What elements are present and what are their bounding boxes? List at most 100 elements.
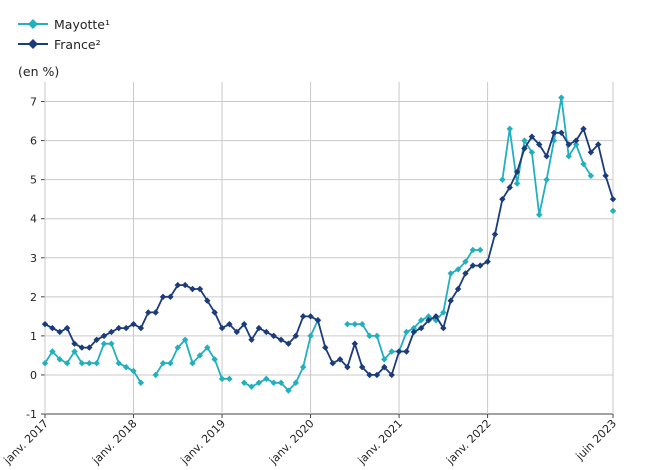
data-point [63,324,71,332]
data-point [196,285,204,293]
x-tick-label: janv. 2021 [355,417,406,468]
y-tick-label: 5 [30,174,37,187]
data-point [609,207,617,215]
data-point [86,344,93,351]
series-line [154,338,230,380]
data-point [558,129,565,136]
data-point [307,332,314,340]
data-point [403,328,410,336]
data-point [595,141,602,148]
data-point [115,360,122,367]
data-point [159,293,167,301]
data-point [550,129,558,136]
data-point [86,360,93,367]
legend-swatch-mayotte-icon [18,19,48,29]
data-point [491,231,499,238]
data-point [550,137,558,144]
data-point [307,313,314,320]
data-point [41,360,49,367]
data-point [543,176,550,183]
data-point [366,371,373,379]
data-point [536,141,543,148]
data-point [49,348,56,355]
data-point [440,324,447,332]
data-point [152,371,159,379]
data-point [587,149,595,156]
data-point [587,172,595,179]
data-point [292,332,300,340]
data-point [506,184,513,191]
data-point [122,363,130,371]
data-point [469,246,477,254]
data-point [521,145,528,152]
data-point [71,348,78,355]
series-1 [41,125,617,379]
data-point [484,258,491,265]
data-point [233,328,240,336]
data-point [351,320,359,328]
data-point [506,125,513,133]
data-point [329,360,336,367]
data-point [56,328,63,336]
legend-item-mayotte: Mayotte¹ [18,14,110,34]
y-tick-label: 1 [30,330,37,343]
data-point [226,375,233,383]
data-point [410,324,418,332]
series-line [347,249,481,361]
data-point [41,320,49,328]
data-point [277,379,285,386]
data-point [388,348,395,355]
data-point [580,160,587,168]
data-point [565,153,572,160]
data-point [204,344,211,351]
y-tick-label: -1 [26,408,37,421]
y-tick-label: 7 [30,96,37,109]
data-point [100,340,108,347]
x-tick-label: juin 2023 [573,417,619,463]
data-point [381,363,388,371]
data-point [609,195,617,203]
data-point [211,309,218,316]
x-tick-label: janv. 2020 [266,417,317,468]
data-point [299,313,307,320]
data-point [336,356,344,363]
data-point [469,262,477,269]
data-point [432,313,440,320]
data-point [513,180,521,187]
data-point [218,375,226,383]
y-axis-label: (en %) [18,64,60,79]
data-point [130,367,137,375]
data-point [218,324,226,332]
data-point [351,340,359,347]
data-point [358,320,366,328]
data-point [565,141,572,148]
data-point [255,324,263,332]
data-point [425,313,432,320]
x-tick-label: janv. 2019 [178,417,229,468]
data-point [454,266,462,273]
x-tick-label: janv. 2022 [443,417,494,468]
data-point [418,317,425,324]
data-point [528,149,536,156]
data-point [270,379,277,386]
data-point [425,317,432,324]
data-point [462,270,469,277]
data-point [462,258,469,265]
data-point [388,371,395,379]
data-point [130,320,137,328]
data-point [115,324,122,332]
data-point [499,176,506,183]
data-point [63,360,71,367]
x-tick-label: janv. 2017 [1,417,52,468]
data-point [248,336,255,343]
data-point [108,328,115,336]
data-point [477,246,484,254]
data-point [226,320,233,328]
data-point [181,336,189,343]
y-tick-label: 6 [30,135,37,148]
data-point [240,379,248,386]
data-point [499,195,506,203]
data-point [263,375,270,383]
data-point [299,363,307,371]
data-point [277,336,285,343]
